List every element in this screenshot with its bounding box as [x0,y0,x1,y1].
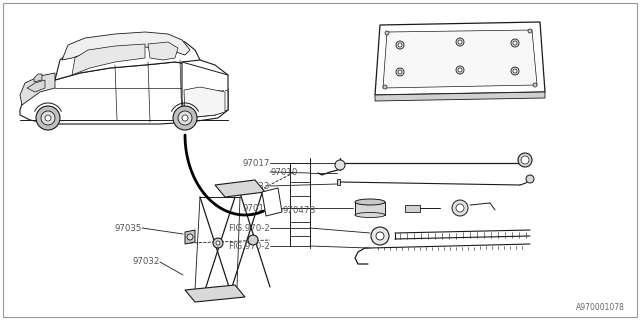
Circle shape [456,204,464,212]
Polygon shape [375,92,545,101]
Polygon shape [27,80,45,92]
Circle shape [458,40,462,44]
Circle shape [456,66,464,74]
Polygon shape [375,22,545,95]
Polygon shape [20,62,228,124]
Polygon shape [185,285,245,302]
Circle shape [371,227,389,245]
Circle shape [45,115,51,121]
Circle shape [452,200,468,216]
Polygon shape [337,179,340,185]
Circle shape [511,39,519,47]
Text: 97033: 97033 [243,181,270,190]
Polygon shape [20,73,55,105]
Polygon shape [184,87,225,118]
Circle shape [518,153,532,167]
Circle shape [398,70,402,74]
Text: 97010: 97010 [270,167,298,177]
Text: 97047B: 97047B [282,205,316,214]
Circle shape [216,241,220,245]
Text: FIG.970-2: FIG.970-2 [228,223,270,233]
Polygon shape [215,180,265,197]
Circle shape [533,83,537,87]
Circle shape [335,160,345,170]
Polygon shape [148,42,178,60]
Polygon shape [62,32,190,60]
Text: 97032: 97032 [132,258,160,267]
Circle shape [385,31,389,35]
Circle shape [458,68,462,72]
Circle shape [396,68,404,76]
Ellipse shape [355,212,385,218]
Polygon shape [34,74,42,82]
Text: FIG.970-2: FIG.970-2 [228,242,270,251]
Circle shape [36,106,60,130]
Circle shape [513,41,517,45]
Circle shape [41,111,55,125]
Polygon shape [262,188,282,216]
Circle shape [456,38,464,46]
Polygon shape [72,44,145,75]
Circle shape [398,43,402,47]
Circle shape [376,232,384,240]
Circle shape [248,235,258,245]
Polygon shape [355,202,385,215]
Circle shape [521,156,529,164]
Polygon shape [182,60,228,118]
Circle shape [396,41,404,49]
Circle shape [511,67,519,75]
Text: 97035: 97035 [115,223,142,233]
Circle shape [187,234,193,240]
Circle shape [178,111,192,125]
Circle shape [513,69,517,73]
Polygon shape [405,205,420,212]
Text: A970001078: A970001078 [576,303,625,312]
Polygon shape [383,30,537,88]
Polygon shape [55,36,200,80]
Circle shape [213,238,223,248]
Circle shape [383,85,387,89]
Ellipse shape [355,199,385,205]
Circle shape [173,106,197,130]
Circle shape [182,115,188,121]
Circle shape [528,29,532,33]
Circle shape [526,175,534,183]
Text: 97017: 97017 [243,158,270,167]
Text: 97014: 97014 [243,204,270,212]
Polygon shape [185,230,195,244]
